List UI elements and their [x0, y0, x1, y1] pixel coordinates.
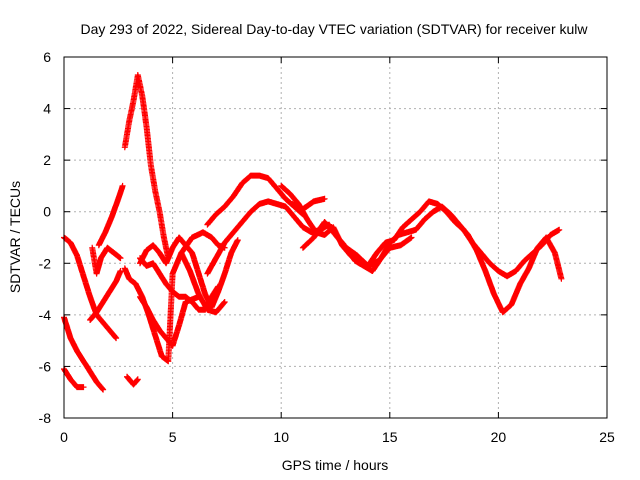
plus-markers [95, 182, 126, 249]
series-track-17 [289, 195, 328, 213]
series-track-2 [61, 366, 87, 391]
plus-markers [89, 244, 124, 277]
series-track-12 [137, 255, 222, 313]
y-tick-label: 4 [43, 101, 51, 117]
x-tick-label: 15 [382, 429, 398, 445]
x-tick-label: 5 [169, 429, 177, 445]
plus-markers [299, 219, 415, 269]
y-tick-label: -8 [39, 410, 52, 426]
plus-markers [87, 268, 124, 323]
plus-markers [61, 314, 107, 393]
plus-markers [137, 255, 222, 313]
series-track-9 [124, 373, 141, 388]
series-track-6 [89, 244, 124, 277]
plot-frame [63, 56, 608, 419]
y-tick-label: -4 [39, 307, 52, 323]
y-tick-label: 0 [43, 204, 51, 220]
plus-markers [289, 195, 328, 213]
plus-markers [121, 72, 172, 262]
y-tick-label: 6 [43, 49, 51, 65]
y-tick-label: -6 [39, 358, 52, 374]
data-points [61, 72, 565, 393]
plus-markers [124, 373, 141, 388]
series-track-5 [87, 268, 124, 323]
y-tick-label: -2 [39, 255, 52, 271]
x-axis-ticks: 0 5 10 15 20 25 [60, 57, 615, 445]
y-axis-ticks: -8 -6 -4 -2 0 2 4 6 [39, 49, 607, 426]
series-track-1 [61, 314, 107, 393]
chart-title: Day 293 of 2022, Sidereal Day-to-day VTE… [80, 21, 588, 37]
x-axis-label: GPS time / hours [282, 457, 389, 473]
series-track-18 [299, 219, 415, 269]
plus-markers [204, 172, 306, 228]
x-tick-label: 25 [599, 429, 615, 445]
y-tick-label: 2 [43, 152, 51, 168]
x-tick-label: 20 [491, 429, 507, 445]
plus-markers [61, 366, 87, 391]
x-tick-label: 10 [273, 429, 289, 445]
x-tick-label: 0 [60, 429, 68, 445]
series-track-14 [204, 172, 306, 228]
series-track-4 [95, 182, 126, 249]
series-track-7 [121, 72, 172, 262]
y-axis-label: SDTVAR / TECUs [7, 181, 23, 293]
